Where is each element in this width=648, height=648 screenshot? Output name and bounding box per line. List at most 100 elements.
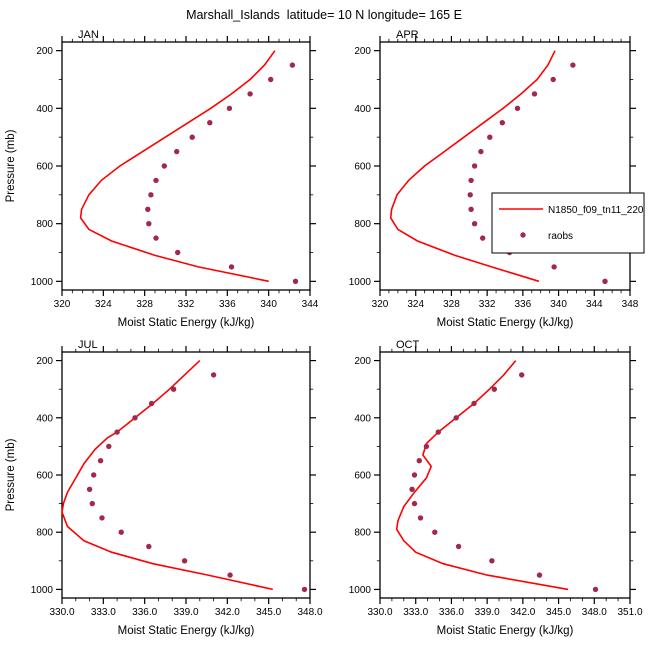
x-tick-label: 330.0 (367, 607, 392, 618)
panel-frame (61, 351, 311, 599)
panel-oct: 330.0 333.0 336.0 339.0 342.0 345.0 348.0 351.0… (349, 339, 643, 637)
obs-dot (99, 515, 105, 521)
x-tick-label: 320 (54, 299, 71, 310)
y-tick-label: 600 (354, 162, 371, 173)
x-tick-label: 336 (219, 299, 236, 310)
panel-frame (379, 41, 631, 291)
obs-dot (487, 134, 493, 140)
obs-dot (174, 148, 180, 155)
x-tick-label: 336.0 (132, 607, 157, 618)
y-tick-label: 800 (354, 219, 371, 230)
x-axis-title: Moist Static Energy (kJ/kg) (437, 625, 574, 637)
x-tick-label: 320 (372, 299, 389, 310)
obs-dot (301, 586, 308, 593)
obs-dot (411, 500, 418, 507)
x-tick-label: 348.0 (582, 607, 607, 618)
obs-dot (247, 91, 253, 97)
y-tick-label: 400 (36, 104, 53, 115)
obs-dot (118, 529, 124, 535)
y-tick-label: 1000 (349, 277, 372, 288)
x-tick-label: 340 (550, 299, 567, 310)
obs-dot (468, 177, 474, 184)
y-tick-label: 800 (36, 219, 53, 230)
obs-dot (432, 529, 438, 535)
x-tick-label: 348.0 (297, 607, 322, 618)
obs-dot (89, 500, 96, 507)
obs-dot (114, 429, 120, 435)
model-line (389, 50, 556, 283)
obs-dot (409, 486, 415, 492)
obs-dot (153, 235, 159, 241)
obs-dot (207, 120, 213, 126)
y-tick-label: 200 (354, 46, 371, 57)
x-tick-label: 344 (586, 299, 603, 310)
x-tick-label: 344 (302, 299, 319, 310)
x-tick-label: 345.0 (256, 607, 281, 618)
obs-dot (531, 91, 538, 97)
y-tick-label: 1000 (349, 585, 372, 596)
x-axis-title: Moist Static Energy (kJ/kg) (437, 317, 574, 329)
x-tick-label: 336 (515, 299, 532, 310)
obs-dot (228, 264, 235, 270)
obs-dot (519, 372, 525, 378)
x-tick-label: 351.0 (617, 607, 642, 618)
y-tick-label: 200 (354, 356, 371, 367)
x-tick-label: 342.0 (215, 607, 240, 618)
x-tick-label: 336.0 (439, 607, 464, 618)
x-tick-label: 332 (178, 299, 195, 310)
obs-dot (478, 148, 484, 155)
obs-dot (551, 264, 557, 270)
obs-dot (161, 163, 167, 169)
y-tick-label: 1000 (31, 585, 54, 596)
obs-dot (570, 62, 576, 68)
y-tick-label: 800 (36, 528, 53, 539)
obs-dot (145, 206, 151, 212)
obs-dot (423, 443, 430, 450)
obs-dot (170, 386, 177, 392)
x-tick-label: 339.0 (475, 607, 500, 618)
obs-dot (480, 235, 486, 241)
y-tick-label: 800 (354, 528, 371, 539)
obs-dot (91, 472, 97, 478)
x-tick-label: 345.0 (546, 607, 571, 618)
figure-title: Marshall_Islands latitude= 10 N longitud… (186, 8, 462, 22)
x-axis-title: Moist Static Energy (kJ/kg) (118, 625, 255, 637)
model-line (395, 360, 569, 591)
y-tick-label: 600 (354, 471, 371, 482)
x-tick-label: 333.0 (91, 607, 116, 618)
x-tick-label: 324 (407, 299, 424, 310)
obs-dot (148, 192, 154, 198)
y-tick-label: 400 (354, 104, 371, 115)
y-tick-label: 600 (36, 471, 53, 482)
obs-dot (491, 386, 497, 392)
obs-dot (411, 472, 418, 478)
obs-dot (467, 192, 473, 198)
obs-dot (471, 163, 478, 169)
obs-dot (416, 458, 422, 464)
x-tick-label: 339.0 (173, 607, 198, 618)
x-tick-label: 340 (260, 299, 277, 310)
obs-dot (602, 278, 608, 284)
obs-dot (417, 515, 424, 521)
y-tick-label: 200 (36, 46, 53, 57)
panel-frame (61, 41, 311, 291)
x-tick-label: 333.0 (403, 607, 428, 618)
obs-dot (499, 120, 505, 126)
panel-title-apr: APR (396, 29, 419, 41)
obs-dot (292, 278, 299, 284)
panel-jan: 320 324 328 332 336 340 344 200 400 600 800 1000 JAN… (31, 29, 319, 329)
panel-jul: 330.0 333.0 336.0 339.0 342.0 345.0 348.0 200 40… (31, 339, 323, 637)
obs-dot (471, 221, 478, 227)
obs-dot (455, 543, 462, 550)
model-line (79, 50, 276, 283)
legend-model-label: N1850_f09_tn11_220 (548, 205, 644, 216)
obs-dots (86, 372, 308, 593)
obs-dots (409, 372, 599, 593)
obs-dot (550, 76, 556, 83)
obs-dot (468, 206, 474, 212)
y-axis-title: Pressure (mb) (5, 129, 17, 202)
obs-dot (146, 221, 152, 227)
panel-frame (379, 351, 631, 599)
